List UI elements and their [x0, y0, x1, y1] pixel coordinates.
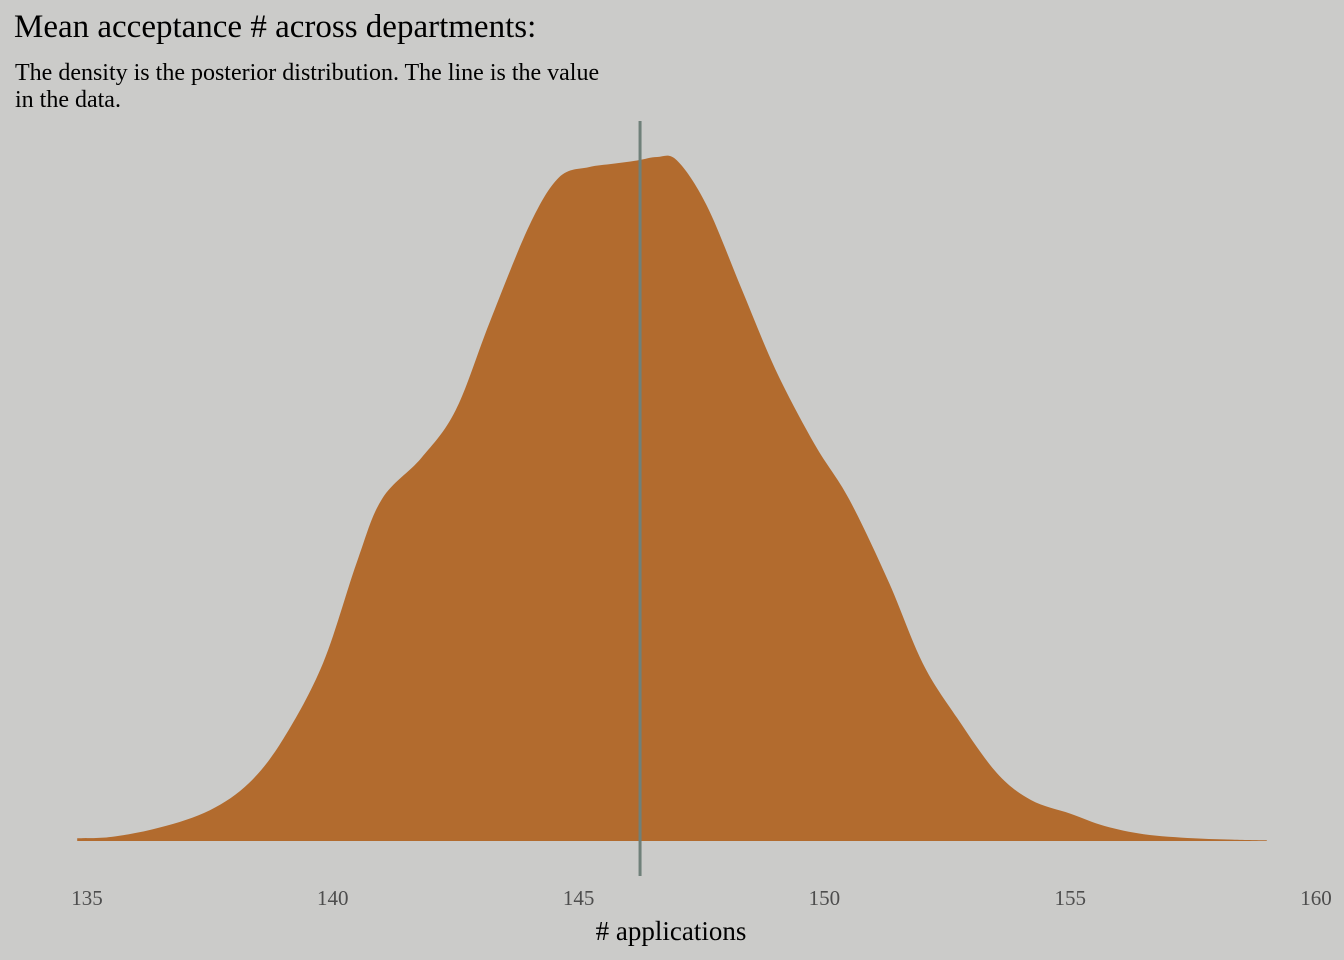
x-axis-label: # applications: [596, 916, 747, 946]
x-tick-label: 135: [71, 886, 103, 910]
x-tick-label: 150: [809, 886, 841, 910]
density-area: [77, 155, 1267, 841]
x-tick-label: 155: [1054, 886, 1086, 910]
chart-title: Mean acceptance # across departments:: [14, 9, 537, 45]
plot-area: [77, 121, 1267, 876]
x-tick-label: 160: [1300, 886, 1332, 910]
x-axis: 135 140 145 150 155 160: [71, 886, 1332, 910]
x-tick-label: 145: [563, 886, 595, 910]
x-tick-label: 140: [317, 886, 349, 910]
chart-subtitle: The density is the posterior distributio…: [15, 60, 600, 113]
